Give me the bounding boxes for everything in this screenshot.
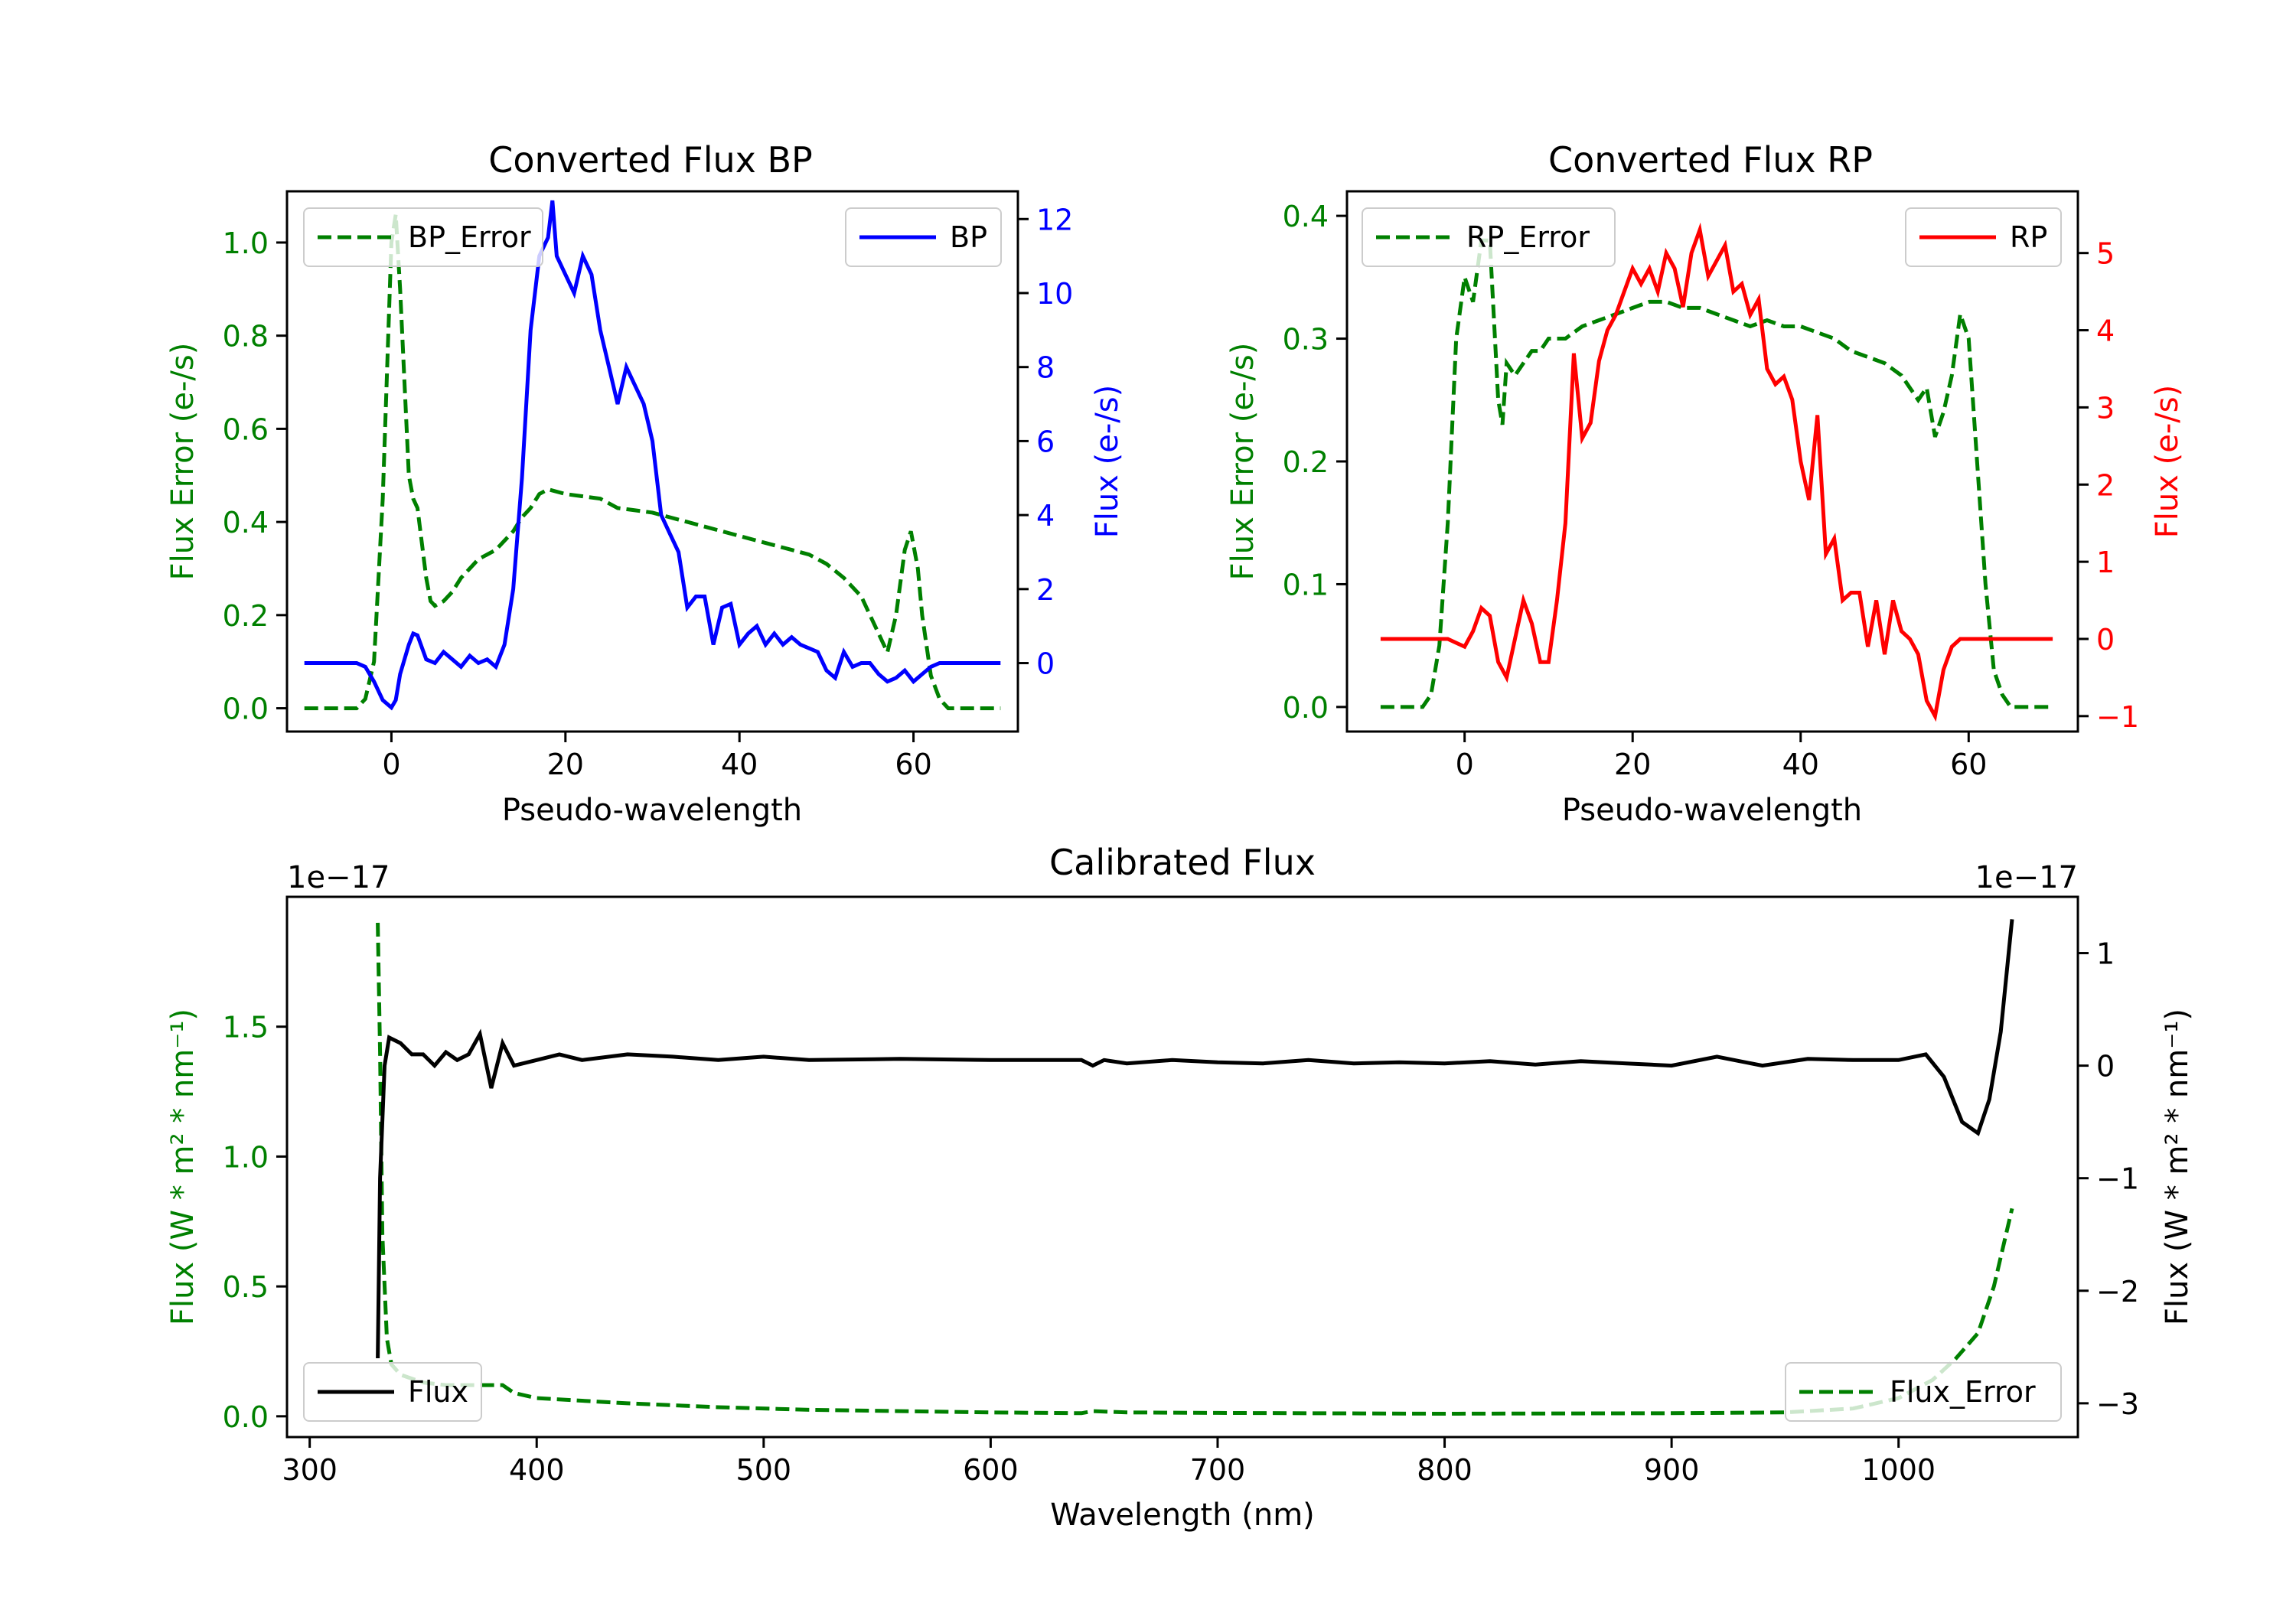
rp-ytick-right-label: 2 [2096,468,2115,502]
calibrated-xtick-label: 400 [509,1453,565,1487]
bp-flux-line [304,200,1001,711]
rp-ylabel-right: Flux (e-/s) [2150,385,2185,538]
bp-ytick-right-label: 10 [1036,277,1073,311]
bp-plot-frame [285,190,1019,733]
bp-xtick-label: 20 [547,748,584,781]
rp-legend-right: RP [1905,207,2062,267]
bp-ytick-right-label: 8 [1036,351,1055,385]
bp-ytick-right-label: 6 [1036,425,1055,458]
bp-legend-left-label: BP_Error [408,220,531,254]
calibrated-legend-right: Flux_Error [1785,1362,2062,1422]
rp-ytick-left-label: 0.2 [1283,445,1329,479]
rp-legend-left-label: RP_Error [1466,220,1590,254]
calibrated-ylabel-right: Flux (W * m² * nm⁻¹) [2160,1009,2195,1325]
calibrated-ytick-left-label: 0.5 [223,1270,269,1304]
calibrated-offset-left: 1e−17 [287,860,390,895]
rp-ticks: 0 20 40 60 0.0 0.1 0.2 0.3 0.4 −1 0 1 2 3 4 5 [1283,200,2139,781]
calibrated-ticks: 300 400 500 600 700 800 900 1000 0.0 0.5 1.0 1.5 −3 −… [223,937,2139,1487]
calibrated-xtick-label: 900 [1644,1453,1700,1487]
calibrated-flux-line [376,919,2014,1359]
rp-ytick-right-label: 3 [2096,391,2115,425]
bp-ytick-right-label: 4 [1036,499,1055,533]
rp-ytick-right-label: −1 [2096,700,2139,734]
calibrated-title: Calibrated Flux [1049,842,1316,883]
rp-ytick-left-label: 0.3 [1283,323,1329,357]
calibrated-ytick-left-label: 1.5 [223,1011,269,1045]
rp-ylabel-left: Flux Error (e-/s) [1225,343,1261,581]
bp-ytick-left-label: 0.6 [223,412,269,446]
calibrated-ytick-right-label: −2 [2096,1275,2139,1309]
calibrated-ytick-right-label: 0 [2096,1050,2115,1084]
calibrated-xtick-label: 300 [282,1453,338,1487]
rp-xtick-label: 20 [1614,748,1651,781]
bp-xtick-label: 40 [721,748,758,781]
rp-legend-right-label: RP [2010,220,2047,254]
rp-ytick-left-label: 0.4 [1283,200,1329,233]
rp-ytick-right-label: 1 [2096,546,2115,579]
bp-ytick-left-label: 0.0 [223,693,269,726]
rp-ytick-right-label: 5 [2096,237,2115,271]
calibrated-xtick-label: 800 [1417,1453,1473,1487]
bp-legend-left: BP_Error [303,207,543,267]
rp-ytick-left-label: 0.0 [1283,691,1329,725]
bp-legend-right: BP [845,207,1002,267]
rp-panel: Converted Flux RP 0 20 40 600.00.10.20.30.4… [1225,139,2185,828]
calibrated-ytick-left-label: 1.0 [223,1140,269,1174]
calibrated-plot-frame [285,895,2079,1439]
rp-ytick-left-label: 0.1 [1283,568,1329,601]
bp-xtick-label: 60 [895,748,931,781]
calibrated-legend-right-box [1785,1362,2062,1422]
calibrated-ylabel-left: Flux (W * m² * nm⁻¹) [165,1009,201,1325]
rp-xtick-label: 60 [1950,748,1987,781]
bp-ytick-right-label: 2 [1036,573,1055,607]
bp-ytick-left-label: 1.0 [223,227,269,260]
bp-ytick-left-label: 0.2 [223,599,269,633]
calibrated-xtick-label: 700 [1190,1453,1246,1487]
calibrated-legend-left: Flux [303,1362,482,1422]
bp-ytick-right-label: 0 [1036,647,1055,681]
calibrated-panel: Calibrated Flux 1e−17 1e−17 300 400 500 600… [165,842,2195,1533]
calibrated-xtick-label: 1000 [1861,1453,1936,1487]
bp-ytick-left-label: 0.8 [223,320,269,354]
bp-ylabel-right: Flux (e-/s) [1090,385,1125,538]
bp-ytick-left-label: 0.4 [223,506,269,539]
calibrated-legend-right-label: Flux_Error [1890,1375,2036,1409]
rp-flux-line [1380,222,2053,722]
bp-panel: Converted Flux BP 0 20 40 600.00.20.40.60.8… [165,139,1125,828]
bp-legend-right-label: BP [950,220,987,254]
calibrated-ytick-right-label: −1 [2096,1162,2139,1196]
rp-xtick-label: 0 [1456,748,1474,781]
bp-xtick-label: 0 [382,748,400,781]
calibrated-ytick-right-label: 1 [2096,937,2115,971]
calibrated-xtick-label: 500 [736,1453,792,1487]
bp-ytick-right-label: 12 [1036,203,1073,236]
rp-ytick-right-label: 0 [2096,623,2115,657]
calibrated-xtick-label: 600 [963,1453,1019,1487]
rp-ytick-right-label: 4 [2096,315,2115,348]
rp-xtick-label: 40 [1782,748,1819,781]
rp-xlabel: Pseudo-wavelength [1562,793,1862,828]
bp-xlabel: Pseudo-wavelength [502,793,802,828]
bp-title: Converted Flux BP [488,139,813,181]
bp-ylabel-left: Flux Error (e-/s) [165,343,201,581]
rp-legend-left-box [1362,207,1616,267]
bp-error-line [304,214,1001,711]
rp-plot-frame [1345,190,2079,733]
bp-legend-left-box [303,207,543,267]
bp-ticks: 0 20 40 60 0.0 0.2 0.4 0.6 0.8 1.0 0 2 4 6 8 10 12 [223,203,1074,781]
calibrated-ytick-left-label: 0.0 [223,1400,269,1434]
calibrated-xlabel: Wavelength (nm) [1050,1498,1315,1533]
rp-title: Converted Flux RP [1548,139,1873,181]
rp-legend-left: RP_Error [1362,207,1616,267]
calibrated-ytick-right-label: −3 [2096,1387,2139,1421]
calibrated-legend-left-label: Flux [408,1375,468,1409]
calibrated-offset-right: 1e−17 [1975,860,2078,895]
